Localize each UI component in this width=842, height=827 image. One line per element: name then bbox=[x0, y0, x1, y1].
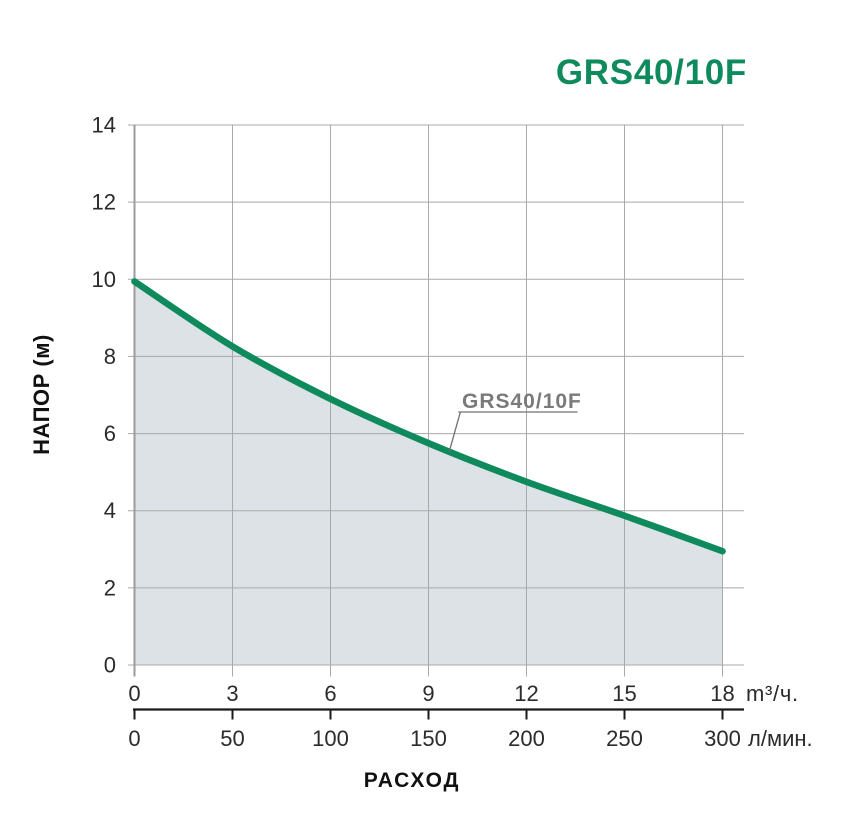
svg-text:14: 14 bbox=[92, 113, 116, 138]
svg-text:200: 200 bbox=[508, 726, 545, 751]
svg-text:GRS40/10F: GRS40/10F bbox=[462, 390, 582, 413]
svg-text:15: 15 bbox=[612, 681, 636, 706]
svg-text:12: 12 bbox=[92, 190, 116, 215]
svg-text:6: 6 bbox=[104, 421, 116, 446]
svg-text:2: 2 bbox=[104, 575, 116, 600]
svg-text:250: 250 bbox=[606, 726, 643, 751]
svg-text:100: 100 bbox=[312, 726, 349, 751]
svg-text:10: 10 bbox=[92, 267, 116, 292]
svg-text:GRS40/10F: GRS40/10F bbox=[556, 53, 747, 92]
svg-text:л/мин.: л/мин. bbox=[748, 726, 813, 751]
svg-text:0: 0 bbox=[128, 681, 140, 706]
svg-text:18: 18 bbox=[710, 681, 734, 706]
svg-text:6: 6 bbox=[324, 681, 336, 706]
svg-text:РАСХОД: РАСХОД bbox=[364, 769, 460, 792]
svg-text:3: 3 bbox=[226, 681, 238, 706]
svg-text:50: 50 bbox=[220, 726, 244, 751]
svg-text:150: 150 bbox=[410, 726, 447, 751]
svg-text:НАПОР (м): НАПОР (м) bbox=[29, 334, 54, 455]
svg-text:12: 12 bbox=[514, 681, 538, 706]
svg-text:4: 4 bbox=[104, 498, 116, 523]
svg-text:0: 0 bbox=[128, 726, 140, 751]
svg-text:9: 9 bbox=[422, 681, 434, 706]
svg-text:300: 300 bbox=[704, 726, 741, 751]
svg-text:0: 0 bbox=[104, 653, 116, 678]
svg-text:8: 8 bbox=[104, 344, 116, 369]
svg-text:m³/ч.: m³/ч. bbox=[746, 681, 799, 706]
